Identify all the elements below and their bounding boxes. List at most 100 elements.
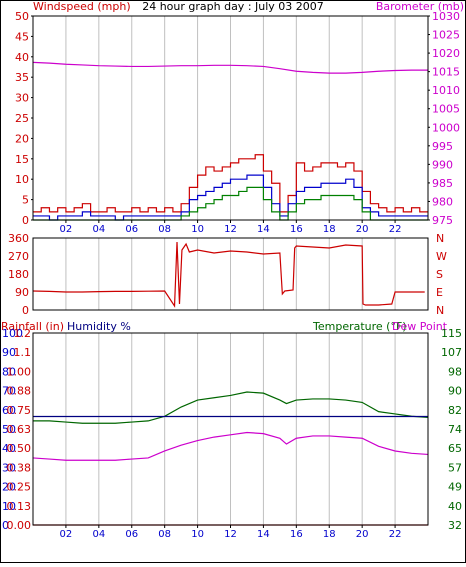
windspeed-tick-label: 30 xyxy=(15,92,29,105)
chart-title: 24 hour graph day : July 03 2007 xyxy=(142,0,324,13)
windspeed-tick-label: 10 xyxy=(15,173,29,186)
x-tick-label: 12 xyxy=(224,529,237,540)
humidity-tick-label: 40 xyxy=(2,442,16,455)
direction-tick-label: 270 xyxy=(8,250,29,263)
compass-tick-label: S xyxy=(436,268,443,281)
barometer-tick-label: 985 xyxy=(432,177,453,190)
barometer-line xyxy=(32,61,428,74)
x-tick-label: 04 xyxy=(92,529,105,540)
barometer-tick-label: 1015 xyxy=(432,66,460,79)
barometer-tick-label: 1030 xyxy=(432,10,460,23)
temperature-tick-label: 115 xyxy=(441,327,462,340)
temperature-tick-label: 40 xyxy=(448,500,462,513)
barometer-axis-label: Barometer (mb) xyxy=(376,0,464,13)
rainfall-tick-label: 1.2 xyxy=(14,327,32,340)
x-tick-label: 22 xyxy=(389,224,402,235)
rainfall-tick-label: 0.25 xyxy=(7,481,32,494)
barometer-tick-label: 1000 xyxy=(432,121,460,134)
windspeed-tick-label: 50 xyxy=(15,10,29,23)
rainfall-tick-label: 0.38 xyxy=(7,461,32,474)
direction-tick-label: 180 xyxy=(8,268,29,281)
x-tick-label: 14 xyxy=(257,529,270,540)
x-tick-label: 04 xyxy=(92,224,105,235)
x-tick-label: 18 xyxy=(323,529,336,540)
direction-tick-label: 90 xyxy=(15,286,29,299)
temperature-tick-label: 90 xyxy=(448,385,462,398)
windspeed-tick-label: 45 xyxy=(15,30,29,43)
barometer-tick-label: 1010 xyxy=(432,84,460,97)
x-tick-label: 16 xyxy=(290,224,303,235)
temperature-tick-label: 98 xyxy=(448,365,462,378)
x-tick-label: 18 xyxy=(323,224,336,235)
temperature-tick-label: 32 xyxy=(448,519,462,532)
humidity-tick-label: 10 xyxy=(2,500,16,513)
humidity-tick-label: 80 xyxy=(2,365,16,378)
wind-barometer-panel: 0510152025303540455097598098599099510001… xyxy=(15,10,460,235)
x-tick-label: 10 xyxy=(191,224,204,235)
x-tick-label: 06 xyxy=(125,529,138,540)
humidity-tick-label: 70 xyxy=(2,385,16,398)
temperature-tick-label: 74 xyxy=(448,423,462,436)
wind-direction-line xyxy=(32,241,425,308)
temperature-tick-label: 82 xyxy=(448,404,462,417)
rainfall-tick-label: 0.88 xyxy=(7,385,32,398)
barometer-tick-label: 990 xyxy=(432,158,453,171)
rainfall-tick-label: 1.00 xyxy=(7,365,32,378)
rainfall-tick-label: 0.63 xyxy=(7,423,32,436)
barometer-tick-label: 980 xyxy=(432,195,453,208)
temperature-tick-label: 107 xyxy=(441,346,462,359)
dew-point-line xyxy=(32,431,429,461)
x-tick-label: 02 xyxy=(60,224,73,235)
rainfall-tick-label: 0.00 xyxy=(7,519,32,532)
humidity-tick-label: 90 xyxy=(2,346,16,359)
direction-tick-label: 0 xyxy=(22,304,29,317)
wind-avg-line xyxy=(33,174,428,221)
humidity-tick-label: 20 xyxy=(2,481,16,494)
compass-tick-label: W xyxy=(436,250,447,263)
x-tick-label: 02 xyxy=(60,529,73,540)
humidity-axis-label: Humidity % xyxy=(67,320,131,333)
windspeed-tick-label: 40 xyxy=(15,51,29,64)
rainfall-tick-label: 0.75 xyxy=(7,404,32,417)
humidity-tick-label: 50 xyxy=(2,423,16,436)
temperature-line xyxy=(33,391,429,424)
humidity-tick-label: 0 xyxy=(2,519,9,532)
rainfall-tick-label: 0.13 xyxy=(7,500,32,513)
windspeed-tick-label: 25 xyxy=(15,112,29,125)
direction-tick-label: 360 xyxy=(8,232,29,245)
barometer-tick-label: 975 xyxy=(432,214,453,227)
temperature-tick-label: 49 xyxy=(448,481,462,494)
compass-tick-label: E xyxy=(436,286,443,299)
rainfall-tick-label: 0.50 xyxy=(7,442,32,455)
compass-tick-label: N xyxy=(436,304,444,317)
x-tick-label: 22 xyxy=(389,529,402,540)
rainfall-axis-label: Rainfall (in) xyxy=(1,320,64,333)
humidity-tick-label: 60 xyxy=(2,404,16,417)
compass-tick-label: N xyxy=(436,232,444,245)
x-tick-label: 08 xyxy=(158,224,171,235)
windspeed-tick-label: 0 xyxy=(22,214,29,227)
x-tick-label: 10 xyxy=(191,529,204,540)
windspeed-tick-label: 15 xyxy=(15,153,29,166)
x-tick-label: 12 xyxy=(224,224,237,235)
x-tick-label: 20 xyxy=(356,224,369,235)
windspeed-tick-label: 20 xyxy=(15,132,29,145)
x-tick-label: 06 xyxy=(125,224,138,235)
temperature-tick-label: 57 xyxy=(448,461,462,474)
barometer-tick-label: 1020 xyxy=(432,47,460,60)
x-tick-label: 08 xyxy=(158,529,171,540)
barometer-tick-label: 1005 xyxy=(432,103,460,116)
x-tick-label: 14 xyxy=(257,224,270,235)
windspeed-tick-label: 35 xyxy=(15,71,29,84)
humidity-tick-label: 100 xyxy=(2,327,23,340)
barometer-tick-label: 995 xyxy=(432,140,453,153)
plot-frame xyxy=(32,237,429,311)
x-tick-label: 16 xyxy=(290,529,303,540)
temperature-tick-label: 65 xyxy=(448,442,462,455)
humidity-tick-label: 30 xyxy=(2,461,16,474)
